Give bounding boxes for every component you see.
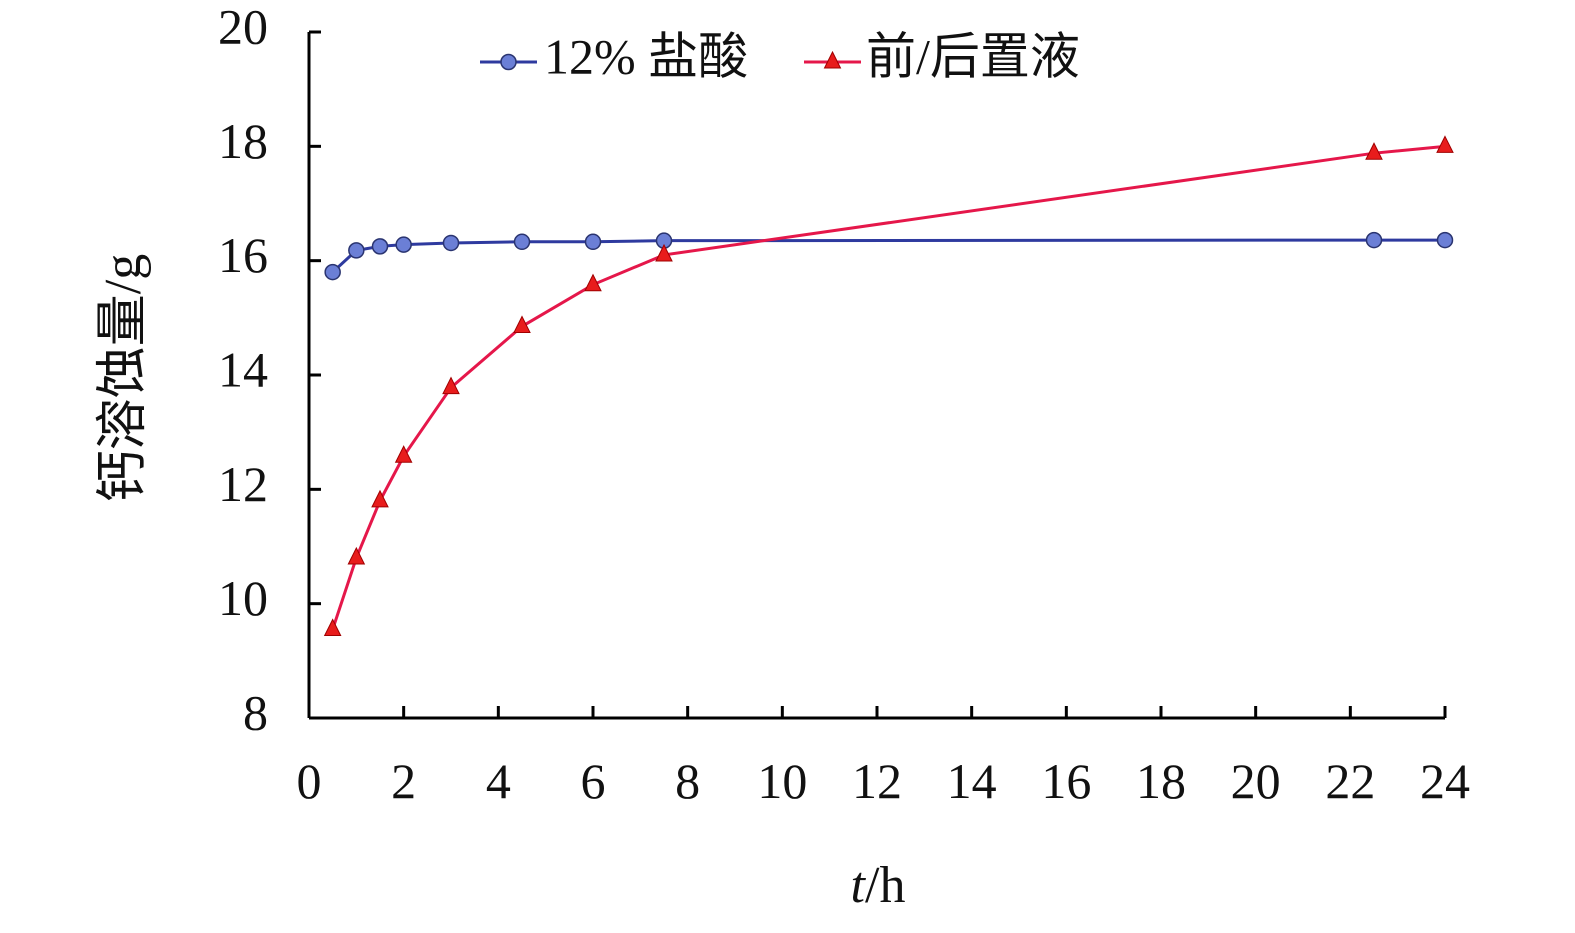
data-point-triangle bbox=[394, 445, 413, 463]
y-tick-label: 20 bbox=[218, 0, 268, 54]
y-tick-label: 8 bbox=[243, 684, 268, 740]
x-axis-label-unit: /h bbox=[865, 857, 905, 914]
data-point-circle bbox=[1436, 231, 1454, 249]
legend-marker-circle bbox=[500, 53, 517, 71]
x-tick-label: 12 bbox=[852, 753, 902, 809]
x-tick-label: 6 bbox=[581, 753, 606, 809]
x-tick-label: 8 bbox=[675, 753, 700, 809]
series-line-1 bbox=[331, 238, 1445, 274]
x-tick-label: 24 bbox=[1420, 753, 1470, 809]
y-axis-label: 钙溶蚀量/g bbox=[95, 254, 152, 502]
x-axis-label: t/h bbox=[851, 857, 906, 914]
series bbox=[323, 135, 1454, 636]
legend-marker-triangle bbox=[823, 50, 842, 69]
data-point-triangle bbox=[584, 273, 602, 292]
data-point-triangle bbox=[323, 618, 342, 636]
data-point-circle bbox=[348, 242, 365, 259]
legend-label-1: 12% 盐酸 bbox=[544, 28, 748, 84]
y-tick-label: 12 bbox=[218, 456, 268, 512]
data-point-triangle bbox=[513, 315, 531, 333]
data-point-circle bbox=[513, 233, 531, 251]
data-point-triangle bbox=[655, 243, 673, 262]
y-tick-label: 16 bbox=[218, 227, 268, 283]
y-tick-label: 14 bbox=[218, 341, 268, 397]
x-axis-label-variable: t bbox=[851, 857, 867, 914]
data-point-circle bbox=[324, 263, 341, 281]
x-tick-label: 20 bbox=[1231, 753, 1281, 809]
x-tick-label: 2 bbox=[391, 753, 416, 809]
x-tick-label: 18 bbox=[1136, 753, 1186, 809]
data-point-triangle bbox=[371, 489, 389, 508]
x-tick-label: 4 bbox=[486, 753, 511, 809]
data-point-circle bbox=[395, 236, 412, 253]
legend: 12% 盐酸 前/后置液 bbox=[480, 28, 1080, 84]
x-tick-label: 16 bbox=[1041, 753, 1091, 809]
x-tick-label: 10 bbox=[757, 753, 807, 809]
x-tick-label: 22 bbox=[1325, 753, 1375, 809]
data-point-triangle bbox=[442, 376, 460, 395]
y-tick-label: 18 bbox=[218, 113, 268, 169]
x-tick-label: 0 bbox=[297, 753, 322, 809]
legend-label-2: 前/后置液 bbox=[866, 28, 1080, 84]
y-tick-label: 10 bbox=[218, 570, 268, 626]
data-point-circle bbox=[442, 234, 460, 252]
series-line-2 bbox=[331, 144, 1446, 630]
data-point-circle bbox=[1365, 231, 1383, 249]
data-point-circle bbox=[371, 238, 389, 255]
data-point-circle bbox=[584, 233, 602, 251]
data-point-triangle bbox=[347, 546, 366, 565]
axes bbox=[307, 32, 1445, 720]
data-point-triangle bbox=[1436, 135, 1454, 153]
x-tick-label: 14 bbox=[947, 753, 997, 809]
data-point-triangle bbox=[1365, 142, 1383, 160]
